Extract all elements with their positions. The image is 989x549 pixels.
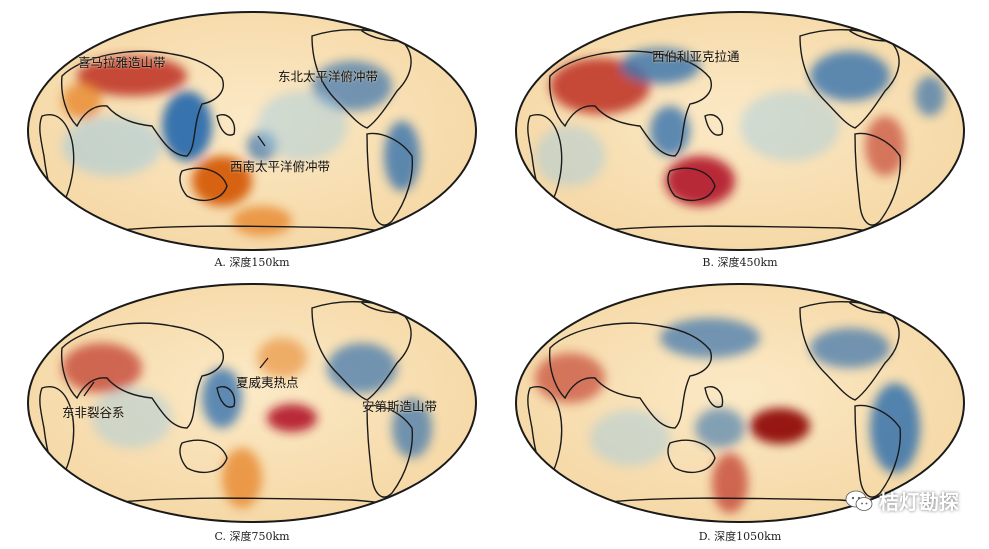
panel-caption: D. 深度1050km [698, 530, 782, 543]
panel-caption: B. 深度450km [702, 256, 778, 269]
panel-a: 喜马拉雅造山带 东北太平洋俯冲带 西南太平洋俯冲带 A. 深度150km [22, 6, 482, 269]
tomography-map-150km [27, 11, 477, 251]
tomography-map-1050km [515, 283, 965, 523]
panel-c: 东非裂谷系 夏威夷热点 安第斯造山带 C. 深度750km [22, 278, 482, 543]
wechat-icon [845, 490, 873, 511]
watermark-text: 桔灯勘探 [879, 490, 959, 514]
tomography-map-750km [27, 283, 477, 523]
watermark: 桔灯勘探 [845, 486, 959, 515]
panel-caption: C. 深度750km [214, 530, 290, 543]
map-label-andes: 安第斯造山带 [362, 399, 438, 414]
map-label-siberian-craton: 西伯利亚克拉通 [652, 49, 740, 64]
tomography-map-450km [515, 11, 965, 251]
map-label-hawaii-hotspot: 夏威夷热点 [236, 375, 299, 390]
map-label-sw-pacific: 西南太平洋俯冲带 [230, 159, 331, 174]
map-label-himalaya: 喜马拉雅造山带 [78, 55, 166, 70]
panel-caption: A. 深度150km [214, 256, 290, 269]
panel-b: 西伯利亚克拉通 B. 深度450km [510, 6, 970, 269]
panel-d: D. 深度1050km [510, 278, 970, 543]
map-label-east-african-rift: 东非裂谷系 [62, 405, 125, 420]
map-label-ne-pacific: 东北太平洋俯冲带 [278, 69, 379, 84]
